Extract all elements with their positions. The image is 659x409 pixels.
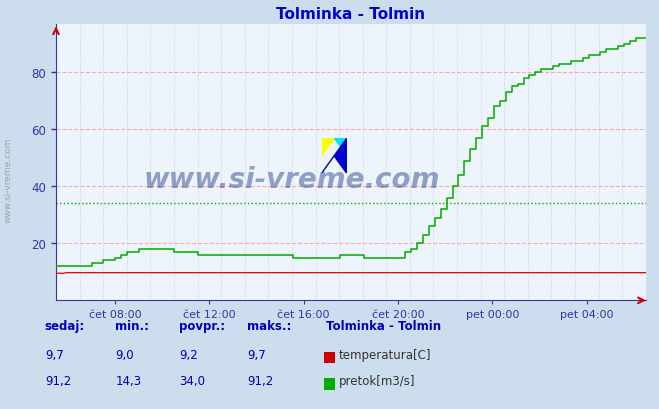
Polygon shape [322, 157, 334, 174]
Text: 14,3: 14,3 [115, 375, 142, 387]
Text: 91,2: 91,2 [45, 375, 71, 387]
Text: 9,7: 9,7 [45, 348, 63, 361]
Text: 91,2: 91,2 [247, 375, 273, 387]
Text: www.si-vreme.com: www.si-vreme.com [144, 165, 440, 193]
Text: 9,0: 9,0 [115, 348, 134, 361]
Polygon shape [334, 139, 347, 174]
Title: Tolminka - Tolmin: Tolminka - Tolmin [276, 7, 426, 22]
Text: 34,0: 34,0 [179, 375, 205, 387]
Text: Tolminka - Tolmin: Tolminka - Tolmin [326, 319, 442, 332]
Text: 9,2: 9,2 [179, 348, 198, 361]
Text: sedaj:: sedaj: [45, 319, 85, 332]
Text: temperatura[C]: temperatura[C] [339, 348, 431, 361]
Text: www.si-vreme.com: www.si-vreme.com [3, 137, 13, 222]
Polygon shape [322, 139, 334, 157]
Text: maks.:: maks.: [247, 319, 291, 332]
Text: min.:: min.: [115, 319, 150, 332]
Text: pretok[m3/s]: pretok[m3/s] [339, 375, 415, 387]
Text: povpr.:: povpr.: [179, 319, 225, 332]
Polygon shape [334, 139, 347, 157]
Text: 9,7: 9,7 [247, 348, 266, 361]
